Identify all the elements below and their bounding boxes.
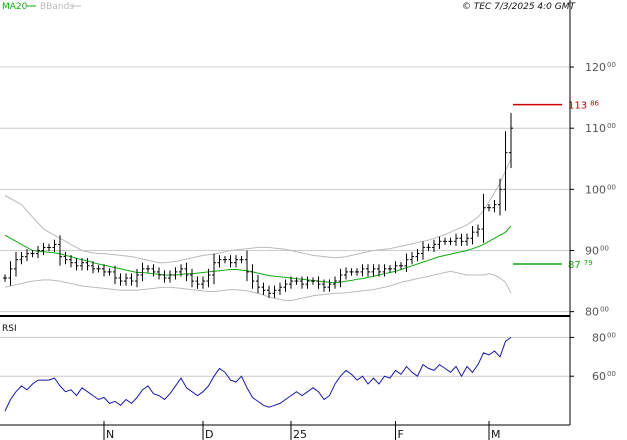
time-tick-label: F [398, 428, 404, 440]
price-level-sup: 86 [590, 100, 599, 108]
rsi-tick-label: 8000 [592, 331, 616, 344]
price-level-main: 87 [568, 260, 581, 271]
price-level-sup: 79 [584, 259, 593, 267]
ma20-path [4, 225, 512, 284]
tick-sup: 00 [607, 183, 616, 191]
tick-sup: 00 [607, 61, 616, 69]
bbands-upper [4, 158, 512, 264]
tick-main: 110 [585, 122, 606, 135]
time-axis-labels: N D 25 F M [103, 421, 501, 440]
time-tick-label: D [205, 428, 213, 440]
tick-main: 80 [592, 331, 606, 344]
price-tick-label: 8000 [585, 306, 609, 319]
tick-sup: 00 [600, 306, 609, 314]
price-level-label: 87 79 [568, 259, 593, 271]
tick-sup: 00 [607, 122, 616, 130]
tick-main: 90 [585, 245, 599, 258]
price-tick-label: 11000 [585, 122, 616, 135]
tick-sup: 00 [607, 370, 616, 378]
tick-main: 60 [592, 370, 606, 383]
rsi-line [4, 336, 512, 412]
price-gridlines [0, 66, 570, 313]
price-level-label: 113 86 [568, 100, 600, 112]
legend-ma20-label: MA20 [2, 2, 28, 12]
ma20-line [4, 225, 512, 284]
tick-main: 120 [585, 61, 606, 74]
rsi-tick-label: 6000 [592, 370, 616, 383]
price-tick-label: 12000 [585, 61, 616, 74]
time-tick-label: 25 [293, 428, 307, 440]
tick-sup: 00 [600, 245, 609, 253]
time-tick-label: M [491, 428, 501, 440]
legend: MA20 BBands [2, 2, 81, 12]
price-level-main: 113 [568, 101, 587, 112]
price-bars [3, 112, 513, 298]
tick-main: 80 [585, 306, 599, 319]
price-tick-label: 9000 [585, 245, 609, 258]
axes [0, 0, 571, 426]
price-levels: 113 86 87 79 [513, 100, 600, 271]
legend-bbands-label: BBands [40, 2, 74, 12]
rsi-panel-label: RSI [2, 324, 17, 334]
price-tick-label: 10000 [585, 183, 616, 196]
rsi-gridlines [0, 336, 570, 377]
tick-main: 100 [585, 183, 606, 196]
tick-sup: 00 [607, 331, 616, 339]
time-tick-label: N [106, 428, 114, 440]
rsi-path [4, 336, 512, 412]
copyright-timestamp: © TEC 7/3/2025 4:0 GMT [462, 2, 577, 12]
